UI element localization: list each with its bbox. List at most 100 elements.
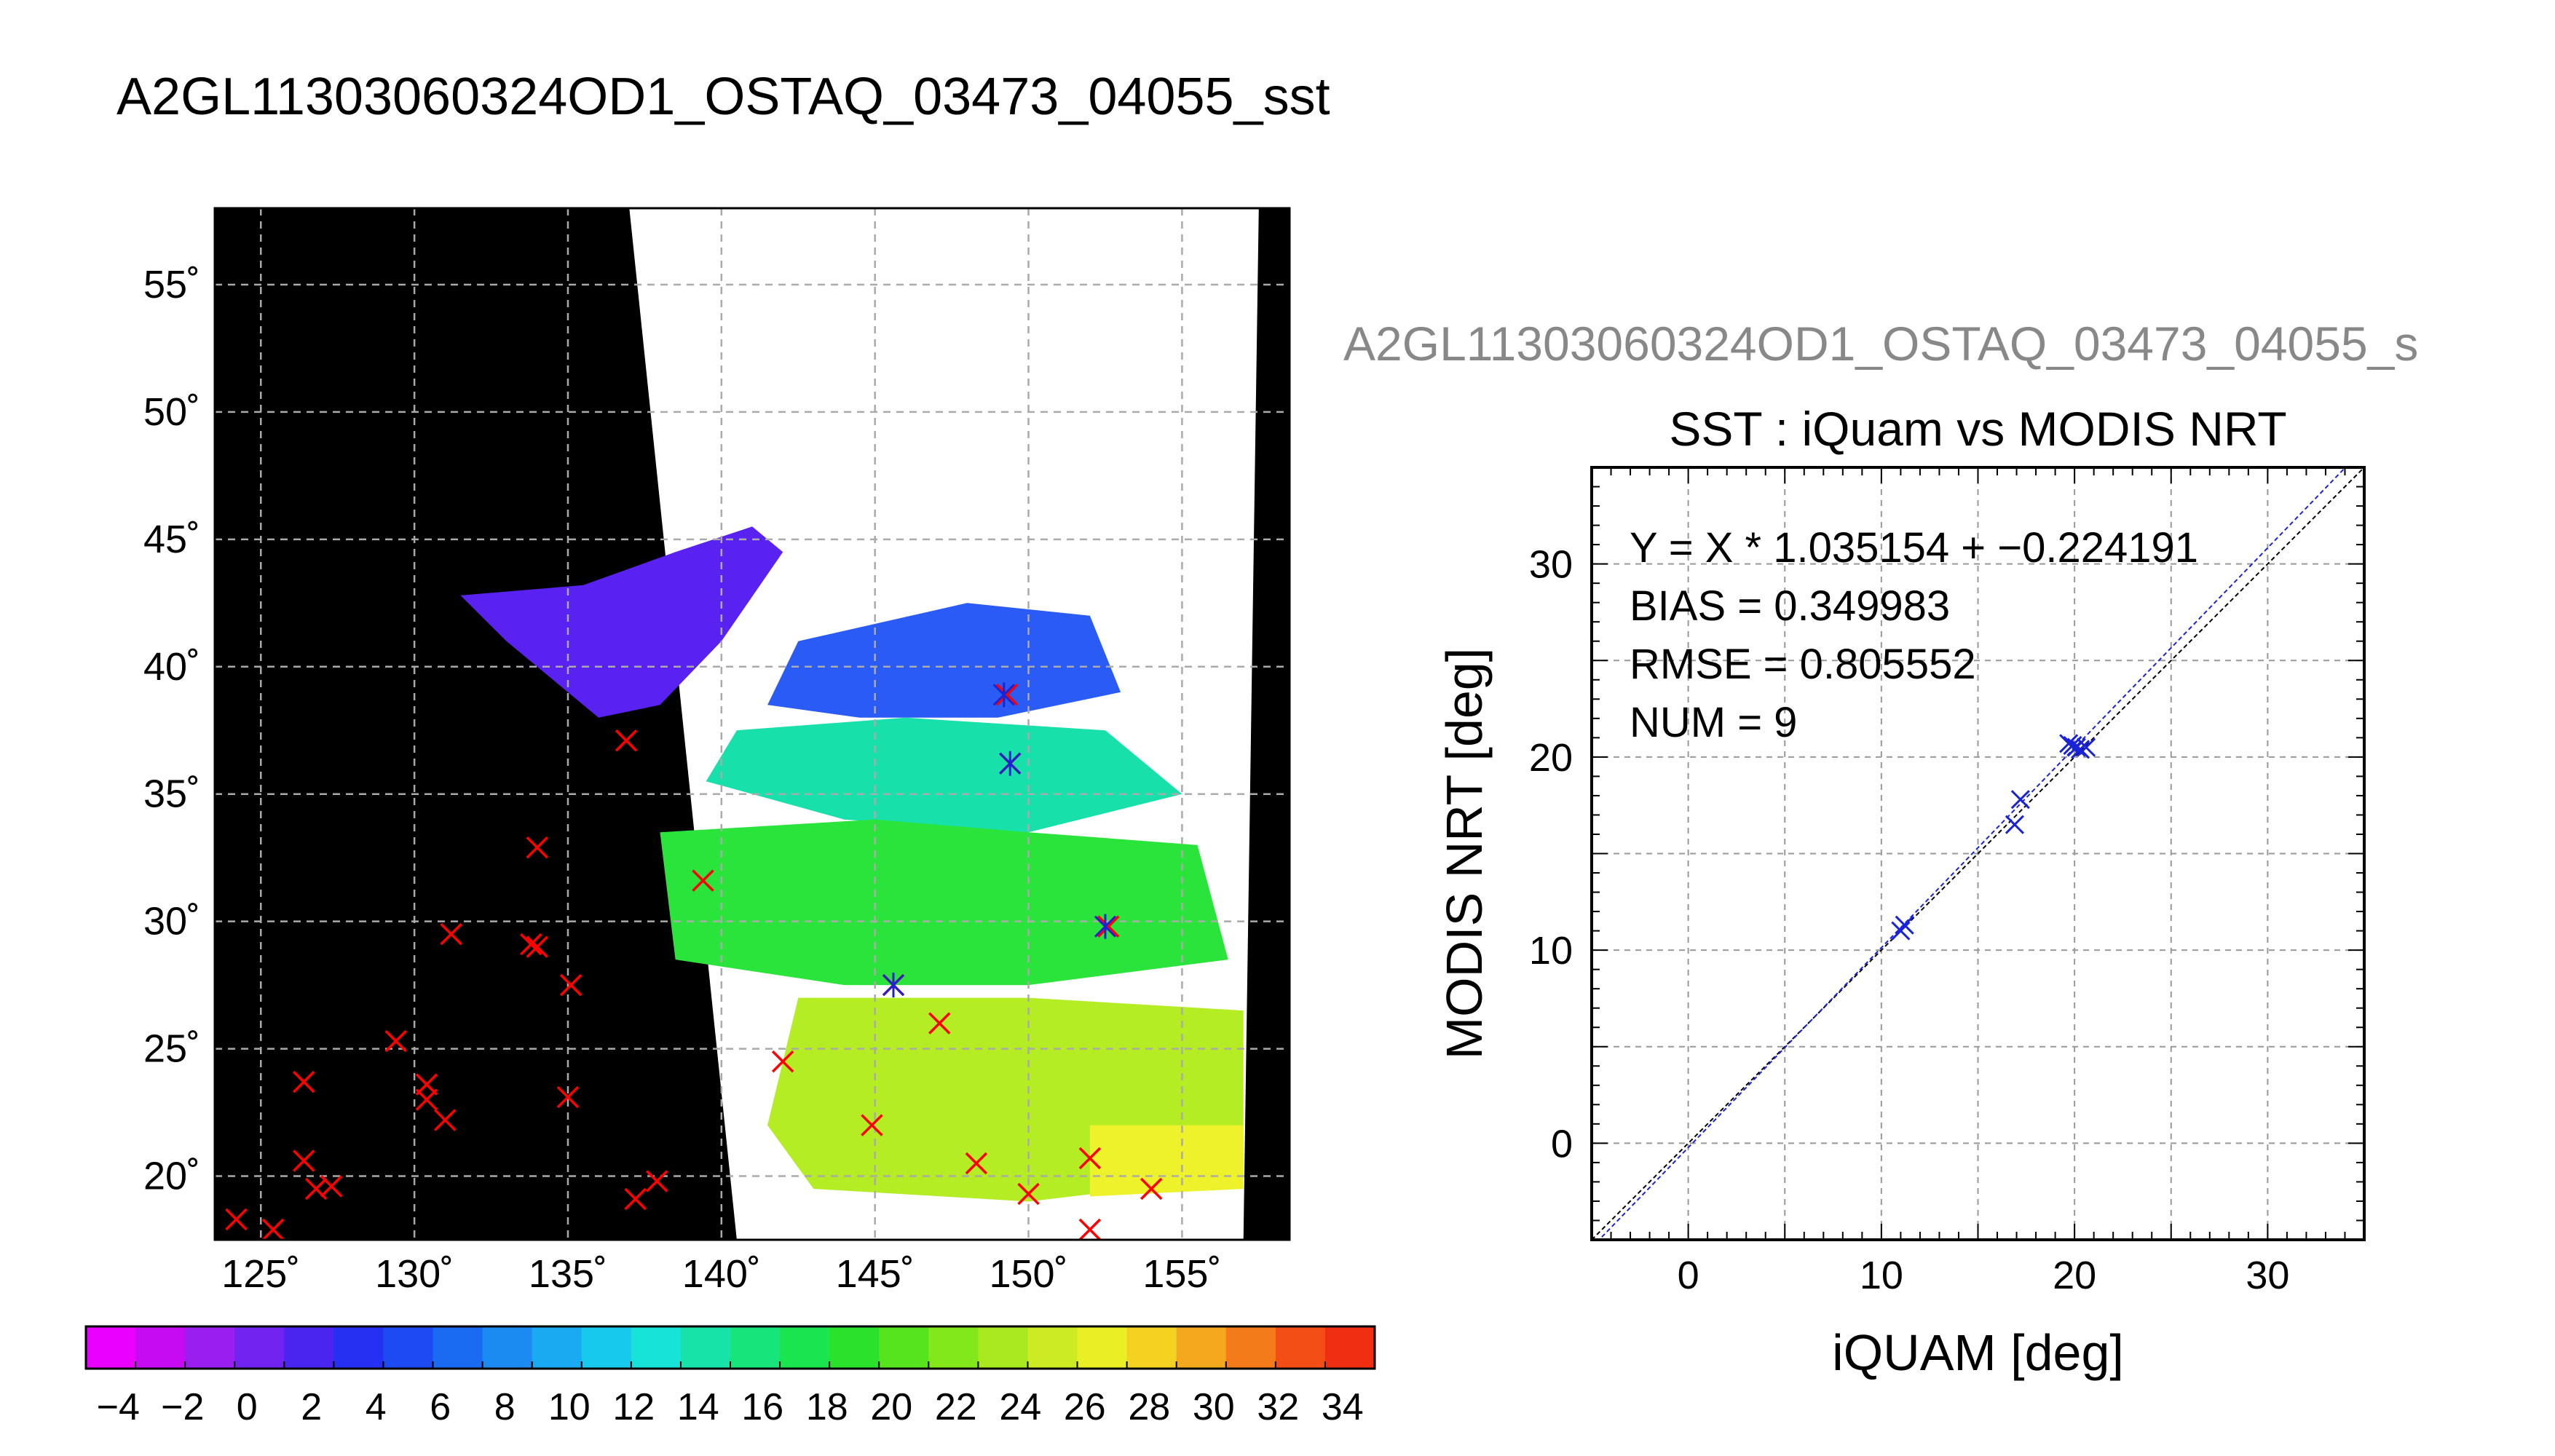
iquam-point	[771, 1050, 794, 1073]
iquam-point	[1078, 1147, 1102, 1170]
colorbar-tick-label: 4	[366, 1386, 387, 1428]
fit-annotation: Y = X * 1.035154 + −0.224191	[1630, 524, 2198, 571]
map-lon-tick-label: 155˚	[1142, 1252, 1221, 1296]
iquam-point	[415, 1088, 438, 1111]
colorbar-tick-label: 14	[677, 1386, 719, 1428]
iquam-point	[556, 1085, 580, 1109]
x-tick-label: 0	[1678, 1254, 1699, 1297]
colorbar-tick-label: 8	[494, 1386, 516, 1428]
iquam-point	[440, 922, 462, 946]
map-frame	[213, 207, 1291, 1241]
map-lon-tick-label: 140˚	[682, 1252, 761, 1296]
colorbar-segment	[383, 1326, 434, 1369]
colorbar-segment	[1126, 1326, 1177, 1369]
colorbar-segment	[631, 1326, 682, 1369]
identity-line	[1592, 467, 2364, 1240]
fit-annotation: RMSE = 0.805552	[1630, 641, 1976, 688]
iquam-point	[1078, 1218, 1102, 1240]
colorbar-segment	[86, 1326, 136, 1369]
iquam-point	[995, 684, 1019, 706]
map-lat-tick-label: 20˚	[143, 1155, 200, 1198]
colorbar-segment	[780, 1326, 830, 1369]
x-tick-label: 20	[2053, 1254, 2096, 1297]
map-lon-tick-label: 150˚	[989, 1252, 1067, 1296]
colorbar-tick-label: 22	[935, 1386, 977, 1428]
iquam-point	[526, 935, 549, 958]
iquam-point	[965, 1152, 988, 1175]
iquam-point	[928, 1012, 951, 1034]
colorbar-tick-label: 16	[741, 1386, 783, 1428]
sst-region: Pacific 14-18	[706, 717, 1182, 833]
colorbar-segment	[1077, 1326, 1128, 1369]
colorbar-segment	[433, 1326, 483, 1369]
colorbar-tick-label: 10	[548, 1386, 591, 1428]
sst-region: North Pacific cool	[767, 603, 1121, 718]
iquam-point	[261, 1218, 285, 1240]
map-lat-tick-label: 50˚	[143, 390, 200, 434]
iquam-point	[293, 1070, 315, 1093]
colorbar-segment	[1176, 1326, 1227, 1369]
matched-point	[999, 751, 1022, 776]
colorbar-segment	[879, 1326, 929, 1369]
iquam-point	[520, 933, 542, 956]
scatter-point	[2066, 737, 2086, 757]
colorbar-segment	[928, 1326, 979, 1369]
y-tick-label: 30	[1529, 543, 1573, 587]
colorbar-tick-label: 30	[1193, 1386, 1235, 1428]
colorbar-segment	[978, 1326, 1029, 1369]
iquam-point	[646, 1170, 668, 1192]
sst-region: Pacific 28	[1089, 1125, 1244, 1197]
colorbar-tick-label: 34	[1322, 1386, 1364, 1428]
colorbar-tick-label: 28	[1128, 1386, 1170, 1428]
iquam-point	[1097, 915, 1120, 938]
colorbar-tick-label: 20	[870, 1386, 912, 1428]
sst-region: Sea of Japan / Okhotsk cold water	[460, 526, 783, 718]
iquam-point	[861, 1114, 883, 1136]
fit-line	[1598, 467, 2347, 1240]
colorbar-segment	[680, 1326, 731, 1369]
map-lon-tick-label: 125˚	[221, 1252, 300, 1296]
iquam-point	[615, 729, 638, 752]
iquam-point	[692, 869, 714, 892]
y-tick-label: 0	[1551, 1122, 1573, 1166]
colorbar-segment	[581, 1326, 632, 1369]
colorbar-segment	[135, 1326, 186, 1369]
iquam-point	[1017, 1182, 1040, 1206]
colorbar-segment	[284, 1326, 334, 1369]
y-tick-label: 20	[1529, 736, 1573, 780]
map-lat-tick-label: 30˚	[143, 900, 200, 943]
colorbar-segment	[333, 1326, 384, 1369]
colorbar-segment	[234, 1326, 285, 1369]
scatter-point	[1895, 915, 1914, 935]
scatter-point	[2076, 737, 2096, 757]
fit-annotation: NUM = 9	[1630, 699, 1797, 746]
colorbar-tick-label: 24	[999, 1386, 1041, 1428]
colorbar-tick-label: 0	[237, 1386, 258, 1428]
x-tick-label: 10	[1860, 1254, 1903, 1297]
map-lat-tick-label: 55˚	[143, 263, 200, 306]
matched-point	[1094, 914, 1117, 939]
iquam-point	[434, 1109, 457, 1131]
map-layer: Sea of Japan / Okhotsk cold waterNorth P…	[215, 208, 1290, 1240]
iquam-point	[384, 1029, 408, 1053]
scatter-title: SST : iQuam vs MODIS NRT	[1669, 402, 2286, 456]
colorbar-tick-label: 6	[430, 1386, 451, 1428]
map-lat-tick-label: 45˚	[143, 518, 200, 561]
y-tick-label: 10	[1529, 929, 1573, 973]
colorbar-segment	[1225, 1326, 1276, 1369]
colorbar-tick-label: 18	[806, 1386, 848, 1428]
iquam-point	[225, 1208, 248, 1231]
scatter-point	[2071, 740, 2090, 759]
colorbar-tick-label: 12	[612, 1386, 655, 1428]
colorbar-segment	[185, 1326, 235, 1369]
colorbar-segment	[482, 1326, 533, 1369]
colorbar-segment	[730, 1326, 781, 1369]
y-axis-label: MODIS NRT [deg]	[1436, 648, 1493, 1059]
matched-point	[882, 973, 905, 998]
colorbar-segment	[1275, 1326, 1326, 1369]
scatter-point	[2005, 815, 2024, 834]
colorbar-segment	[1027, 1326, 1078, 1369]
map-lon-tick-label: 135˚	[529, 1252, 607, 1296]
